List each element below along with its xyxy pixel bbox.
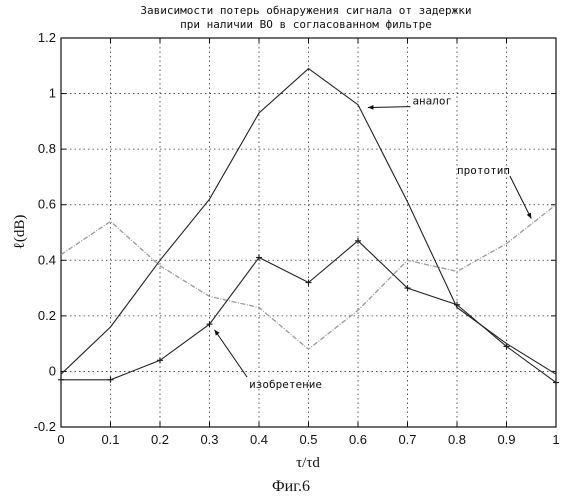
data-point-изобретение [503,343,510,350]
x-tick-label: 0.2 [151,432,169,447]
x-tick-label: 0.8 [448,432,466,447]
x-axis-label: τ/τd [296,455,320,471]
y-tick-label: 0.2 [38,308,56,323]
data-point-изобретение [157,357,163,364]
annotation-прототип: прототип [457,164,510,177]
y-tick-label: 0.6 [38,197,56,212]
y-tick-label: 0.8 [38,141,56,156]
y-tick-label: 0 [49,363,56,378]
x-tick-label: 0.5 [299,432,317,447]
series-line-изобретение [61,240,557,383]
data-point-изобретение [107,376,114,383]
x-tick-label: 0.1 [101,432,119,447]
y-axis-label: ℓ(dB) [12,215,28,250]
chart-title-line-2: при наличии ВО в согласованном фильтре [180,18,432,31]
annotation-leader [214,329,248,378]
x-tick-label: 0.4 [250,432,268,447]
axis-ticks: 0 0.1 0.2 0.3 0.4 0.5 0.6 0.7 0.8 0.9 1-0.200.20.4… [34,30,560,447]
series-line-аналог [60,67,557,375]
data-point-изобретение [206,321,213,328]
annotation-arrowhead [214,329,220,336]
data-point-изобретение [256,254,262,261]
data-point-изобретение [355,237,361,244]
annotation-arrowhead [526,212,532,219]
data-point-изобретение [305,279,312,286]
x-tick-label: 0.3 [200,432,218,447]
y-tick-label: 1.2 [38,30,56,45]
y-tick-label: 1 [49,86,56,101]
series-line-прототип [60,204,557,351]
data-point-изобретение [454,301,460,308]
chart-title-line-1: Зависимости потерь обнаружения сигнала о… [140,4,471,17]
x-tick-label: 0.6 [349,432,367,447]
annotations: аналог прототип изобретение [214,95,532,391]
x-tick-label: 0.7 [398,432,416,447]
annotation-leader [509,175,532,219]
y-tick-label: 0.4 [38,252,56,267]
figure-caption: Фиг.6 [272,478,310,495]
series-lines [58,67,559,386]
annotation-аналог: аналог [412,95,452,108]
y-tick-label: -0.2 [34,419,56,434]
annotation-arrowhead [367,105,374,110]
x-tick-label: 0.9 [497,432,515,447]
data-point-изобретение [404,285,411,292]
annotation-leader [367,106,411,108]
data-point-изобретение [553,379,559,386]
grid [61,38,556,427]
x-tick-label: 1 [552,432,559,447]
data-point-изобретение [58,376,64,383]
x-tick-label: 0 [57,432,64,447]
annotation-изобретение: изобретение [249,378,322,391]
